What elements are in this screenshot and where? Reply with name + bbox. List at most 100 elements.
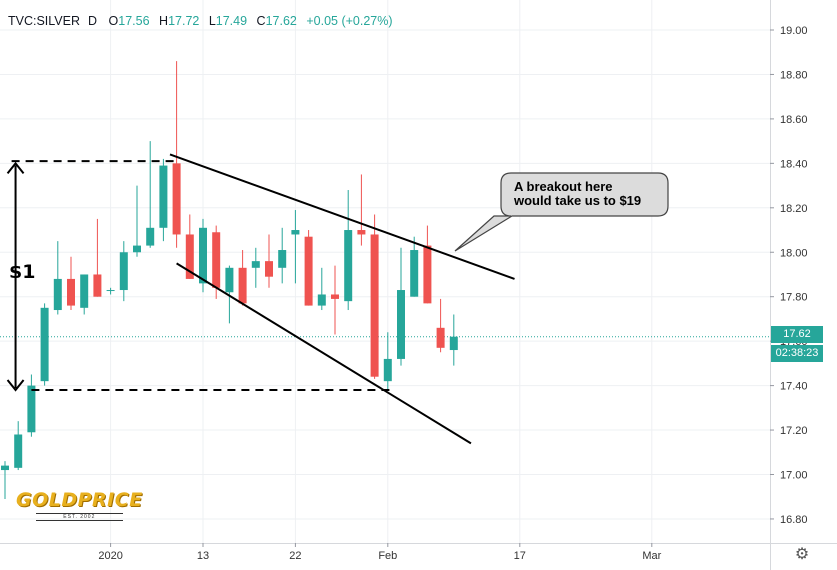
candle [370,214,379,379]
candle [344,190,353,311]
candle [106,287,115,295]
candle [185,214,194,279]
trendline [169,153,515,280]
candle-body [370,234,379,377]
interval-label[interactable]: D [88,14,98,28]
change-value: +0.05 (+0.27%) [306,14,393,28]
candle [119,241,128,302]
range-arrow-head-up [6,161,25,174]
callout-text: A breakout here would take us to $19 [514,180,641,208]
last-price-tag: 17.62 [771,326,823,343]
candle [251,247,260,288]
candle-body [199,227,207,284]
candle-body [53,278,62,311]
candle-body [251,261,260,268]
candle-body [40,307,49,382]
candle [304,230,313,306]
candle [67,256,75,311]
candle [146,141,155,248]
open-label: O [108,14,119,28]
candle [159,158,168,242]
candle [53,241,62,315]
candle-body [331,294,339,299]
y-tick-label: 17.40 [780,381,808,393]
y-tick-label: 18.00 [780,247,808,259]
candle-body [238,267,247,304]
candle-body [449,336,458,351]
candle-body [212,232,221,288]
candle-body [317,294,326,306]
y-tick-label: 17.00 [780,470,808,482]
candle [436,298,445,353]
x-tick-label: 22 [289,550,301,562]
candle-body [14,434,23,468]
range-arrow-head-down [6,379,25,392]
candle [423,225,432,304]
candle-body [172,163,181,235]
candle [40,303,49,386]
candle [449,314,458,366]
callout-bubble [454,172,669,252]
candle-body [159,165,168,228]
y-tick-label: 16.80 [780,514,808,526]
candle [331,265,339,335]
candle-body [27,385,36,433]
low-value: 17.49 [215,14,248,28]
candle [172,61,181,248]
y-tick-label: 19.00 [780,25,808,37]
candle [238,250,247,306]
range-arrow [6,161,25,392]
y-tick-label: 17.20 [780,425,808,437]
candle-body [146,227,155,246]
close-label: C [256,14,266,28]
candle-body [436,327,445,348]
candle-body [1,465,9,471]
candle-body [119,252,128,291]
candle-body [185,234,194,279]
candle [1,461,9,499]
candles [1,61,458,499]
candle-body [357,230,366,235]
y-tick-label: 18.60 [780,114,808,126]
symbol-name[interactable]: TVC:SILVER [8,14,81,28]
candle [397,247,405,366]
candle [133,185,141,257]
candle-body [106,290,115,292]
x-tick-label: 17 [514,550,526,562]
ohlc-header: TVC:SILVER D O17.56 H17.72 L17.49 C17.62 … [8,14,393,28]
candle [278,227,287,284]
high-value: 17.72 [168,14,200,28]
candle-body [304,236,313,306]
candle-body [397,290,405,359]
candle-body [93,274,102,297]
y-tick-label: 18.40 [780,158,808,170]
high-label: H [159,14,169,28]
candle [357,174,366,246]
candle-body [383,358,392,382]
y-tick-label: 18.20 [780,203,808,215]
x-tick-label: Feb [378,550,397,562]
logo-est: EST. 2002 [36,513,123,521]
close-value: 17.62 [265,14,297,28]
candle-body [67,278,75,306]
low-label: L [208,14,216,28]
candle [383,332,392,391]
grid-lines [0,0,770,543]
candle [225,265,234,324]
callout-line-2: would take us to $19 [514,193,642,208]
candle [265,234,273,288]
candle [317,267,326,311]
range-label: $1 [9,261,36,283]
candle-body [344,230,353,302]
gear-icon[interactable]: ⚙ [794,546,810,563]
candle-body [225,267,234,293]
candle-body [80,274,89,308]
candle [14,421,23,471]
countdown-tag: 02:38:23 [771,345,823,362]
open-value: 17.56 [118,14,150,28]
x-tick-label: 13 [197,550,209,562]
candle [80,274,89,315]
y-tick-label: 17.80 [780,292,808,304]
